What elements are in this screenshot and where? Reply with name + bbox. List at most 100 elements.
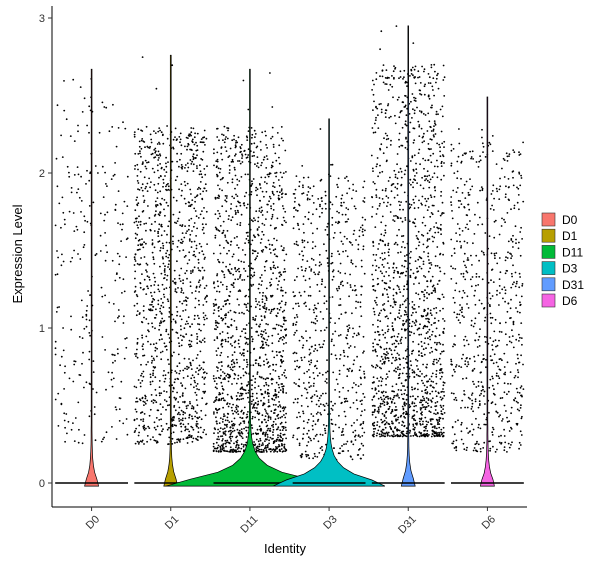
- data-point: [191, 271, 194, 273]
- data-point: [310, 385, 312, 387]
- data-point: [247, 239, 250, 242]
- data-point: [135, 355, 137, 357]
- data-point: [381, 75, 384, 78]
- data-point: [262, 249, 265, 251]
- data-point: [141, 183, 144, 186]
- data-point: [256, 303, 259, 306]
- data-point: [217, 285, 220, 288]
- data-point: [339, 283, 342, 286]
- data-point: [283, 375, 286, 377]
- data-point: [324, 190, 327, 193]
- data-point: [232, 412, 235, 415]
- data-point: [188, 259, 191, 261]
- data-point: [205, 284, 208, 287]
- data-point: [418, 124, 421, 126]
- data-point: [203, 392, 206, 394]
- data-point: [322, 403, 325, 406]
- data-point: [195, 244, 198, 247]
- data-point: [163, 269, 166, 272]
- data-point: [83, 327, 86, 330]
- data-point: [426, 285, 429, 288]
- data-point: [85, 325, 88, 328]
- data-point: [423, 299, 425, 302]
- data-point: [277, 434, 279, 437]
- data-point: [167, 371, 170, 374]
- data-point: [111, 259, 114, 262]
- data-point: [415, 320, 418, 323]
- data-point: [347, 180, 350, 182]
- data-point: [135, 294, 138, 296]
- data-point: [256, 145, 259, 148]
- data-point: [274, 393, 277, 396]
- data-point: [431, 433, 434, 435]
- data-point: [376, 157, 379, 159]
- data-point: [439, 155, 442, 158]
- data-point: [218, 290, 221, 293]
- data-point: [278, 144, 281, 147]
- data-point: [397, 416, 400, 419]
- data-point: [342, 386, 344, 389]
- data-point: [432, 284, 435, 287]
- data-point: [400, 328, 403, 331]
- data-point: [239, 392, 242, 395]
- data-point: [387, 300, 390, 303]
- data-point: [67, 420, 70, 423]
- data-point: [351, 458, 354, 461]
- data-point: [404, 219, 407, 221]
- data-point: [245, 324, 248, 326]
- data-point: [353, 382, 355, 384]
- data-point: [370, 154, 373, 157]
- data-point: [191, 374, 194, 377]
- data-point: [153, 439, 156, 442]
- data-point: [222, 432, 225, 435]
- data-point: [432, 204, 435, 207]
- data-point: [267, 344, 270, 347]
- data-point: [251, 400, 253, 403]
- data-point: [404, 417, 406, 419]
- data-point: [309, 336, 311, 339]
- data-point: [301, 453, 304, 456]
- data-point: [265, 438, 268, 441]
- data-point: [158, 392, 161, 395]
- data-point: [238, 160, 241, 162]
- data-point: [430, 196, 433, 199]
- data-point: [384, 357, 387, 360]
- data-point: [148, 217, 151, 219]
- data-point: [351, 369, 354, 372]
- data-point: [277, 284, 279, 286]
- data-point: [438, 227, 440, 230]
- data-point: [92, 371, 95, 373]
- data-point: [143, 443, 145, 445]
- data-point: [141, 162, 144, 165]
- data-point: [339, 354, 342, 356]
- data-point: [352, 363, 355, 366]
- data-point: [74, 360, 77, 363]
- data-point: [377, 314, 380, 317]
- data-point: [133, 419, 136, 422]
- data-point: [234, 449, 237, 452]
- data-point: [283, 371, 285, 374]
- data-point: [438, 433, 441, 436]
- data-point: [419, 184, 422, 187]
- data-point: [176, 413, 179, 416]
- data-point: [105, 106, 108, 109]
- data-point: [305, 267, 307, 270]
- data-point: [54, 347, 57, 350]
- data-point: [378, 334, 380, 336]
- data-point: [381, 252, 384, 255]
- data-point: [218, 306, 220, 308]
- data-point: [79, 374, 82, 376]
- data-point: [304, 450, 307, 453]
- data-point: [228, 442, 231, 444]
- data-point: [235, 142, 237, 144]
- data-point: [442, 408, 444, 410]
- data-point: [110, 178, 113, 181]
- data-point: [161, 134, 164, 137]
- data-point: [224, 199, 227, 202]
- data-point: [417, 293, 420, 296]
- data-point: [255, 450, 258, 453]
- data-point: [217, 432, 219, 434]
- data-point: [264, 353, 267, 356]
- data-point: [187, 322, 189, 325]
- data-point: [238, 267, 240, 270]
